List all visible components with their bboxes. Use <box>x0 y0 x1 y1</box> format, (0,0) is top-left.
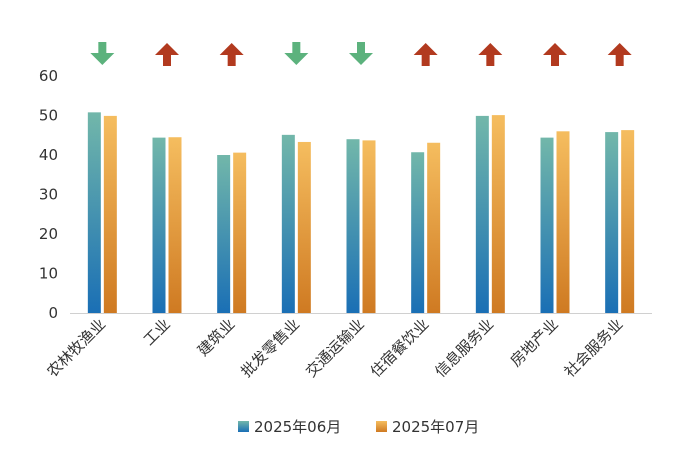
arrow-up-icon <box>219 43 244 66</box>
bar-series2 <box>103 115 117 314</box>
legend-swatch <box>376 421 387 432</box>
arrow-up-icon <box>155 43 179 66</box>
bar-series2 <box>621 130 635 313</box>
bar-series1 <box>475 115 489 314</box>
bar-series1 <box>217 155 231 313</box>
category-label: 房地产业 <box>507 315 562 370</box>
category-label: 批发零售业 <box>237 315 303 381</box>
category-label: 信息服务业 <box>431 315 497 381</box>
bar-series2 <box>556 131 570 313</box>
arrow-up-icon <box>413 43 438 66</box>
bar-series1 <box>605 132 619 313</box>
y-tick-label: 50 <box>39 107 58 125</box>
arrow-down-icon <box>90 42 115 65</box>
arrow-down-icon <box>284 42 309 65</box>
bar-series1 <box>87 112 101 313</box>
legend-label: 2025年06月 <box>254 418 341 436</box>
bars <box>87 112 635 314</box>
bar-series2 <box>427 142 441 313</box>
category-label: 建筑业 <box>194 315 239 360</box>
bar-series1 <box>152 137 166 313</box>
arrow-up-icon <box>607 43 632 66</box>
category-label: 工业 <box>140 315 174 349</box>
y-tick-label: 0 <box>48 304 58 322</box>
bar-series2 <box>491 115 505 313</box>
y-tick-label: 30 <box>39 186 58 204</box>
arrow-down-icon <box>349 42 373 65</box>
arrow-up-icon <box>543 43 567 66</box>
bar-series2 <box>297 141 311 313</box>
y-tick-label: 60 <box>39 67 58 85</box>
legend-label: 2025年07月 <box>392 418 479 436</box>
bar-series1 <box>281 134 295 313</box>
legend-swatch <box>238 421 249 432</box>
category-label: 交通运输业 <box>302 315 368 381</box>
bar-series1 <box>540 137 554 313</box>
trend-arrows <box>90 42 632 66</box>
bar-series2 <box>362 140 376 313</box>
legend: 2025年06月 2025年07月 <box>238 418 479 436</box>
bar-series1 <box>411 152 425 313</box>
axes: 0 10 20 30 40 50 60 <box>39 67 652 322</box>
bar-series2 <box>168 137 182 313</box>
y-tick-label: 10 <box>39 265 58 283</box>
category-label: 住宿餐饮业 <box>367 315 433 381</box>
bar-series1 <box>346 139 360 313</box>
y-tick-label: 40 <box>39 146 58 164</box>
y-tick-label: 20 <box>39 225 58 243</box>
arrow-up-icon <box>478 43 503 66</box>
bar-series2 <box>233 152 247 313</box>
category-label: 农林牧渔业 <box>43 315 109 381</box>
category-label: 社会服务业 <box>561 315 627 381</box>
